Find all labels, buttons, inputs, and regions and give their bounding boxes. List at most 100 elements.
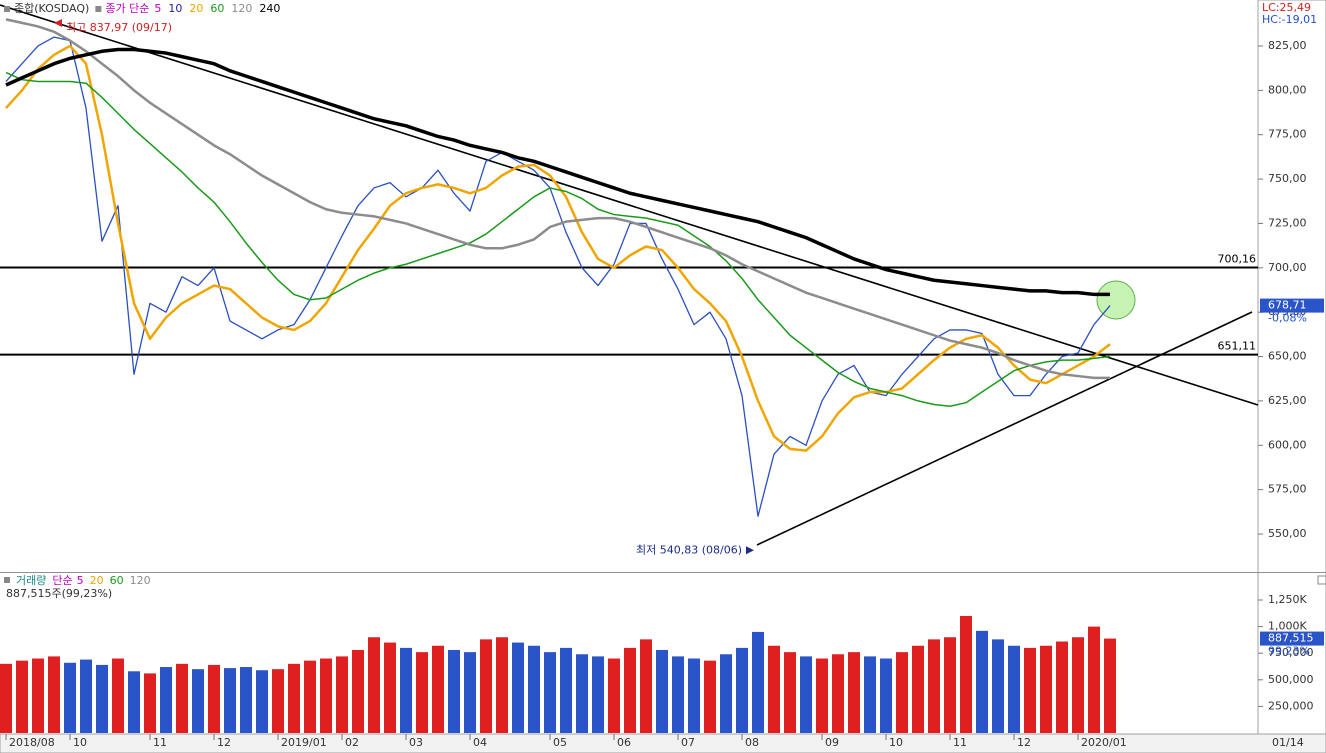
x-tick-label: 10 [889, 736, 903, 749]
volume-bar [112, 658, 124, 733]
volume-bar [144, 673, 156, 733]
volume-legend-sub: 단순 [52, 574, 72, 587]
volume-bar [720, 654, 732, 733]
current-price-box [1260, 298, 1324, 313]
volume-bar [672, 656, 684, 733]
volume-bar [1008, 645, 1020, 733]
volume-bar [160, 667, 172, 733]
volume-bar [256, 670, 268, 733]
volume-legend-item: 20 [90, 574, 104, 587]
price-line [5, 36, 1111, 517]
volume-bar [512, 642, 524, 733]
volume-bar [16, 660, 28, 733]
volume-bar [768, 645, 780, 733]
volume-bar [912, 645, 924, 733]
legend-icon [4, 577, 10, 583]
change-label: -0,08% [1268, 312, 1307, 325]
volume-current-box [1260, 631, 1324, 646]
volume-y-tick-label: 1,000K [1268, 620, 1307, 633]
x-tick-label: 05 [553, 736, 567, 749]
volume-y-tick-label: 1,250K [1268, 593, 1307, 606]
low-marker [746, 546, 754, 555]
volume-bar [784, 652, 796, 733]
volume-bar [864, 656, 876, 733]
volume-bar [208, 664, 220, 733]
volume-bar [0, 663, 12, 733]
y-tick-label: 725,00 [1268, 216, 1307, 229]
volume-bar [1056, 641, 1068, 733]
volume-y-tick-label: 750,000 [1268, 646, 1314, 659]
volume-bar [304, 660, 316, 733]
volume-bar [960, 615, 972, 733]
volume-bar [352, 650, 364, 733]
volume-bar [976, 630, 988, 733]
volume-bar [1072, 637, 1084, 733]
volume-bar [336, 656, 348, 733]
legend-name: 종합(KOSDAQ) [14, 2, 89, 15]
volume-bar [96, 664, 108, 733]
volume-bar [320, 658, 332, 733]
volume-bar [704, 660, 716, 733]
low-label: 최저 540,83 (08/06) [636, 543, 742, 556]
x-tick-label: 04 [473, 736, 487, 749]
legend-item: 240 [259, 2, 280, 15]
volume-legend-item: 5 [77, 574, 84, 587]
y-tick-label: 750,00 [1268, 172, 1307, 185]
legend-title: 종가 단순 [105, 2, 149, 15]
volume-bar [592, 656, 604, 733]
volume-bar [608, 658, 620, 733]
legend-item: 120 [231, 2, 252, 15]
volume-summary: 887,515주(99,23%) [6, 587, 112, 600]
x-tick-label: 08 [745, 736, 759, 749]
high-marker [54, 18, 62, 27]
high-label: 최고 837,97 (09/17) [66, 21, 172, 34]
volume-bar [640, 639, 652, 733]
volume-bar [80, 659, 92, 733]
volume-bar [48, 656, 60, 733]
volume-bar [896, 652, 908, 733]
status-date: 01/14 [1272, 736, 1304, 749]
volume-bar [1024, 647, 1036, 733]
level-label: 700,16 [1218, 253, 1257, 266]
x-tick-label: 11 [153, 736, 167, 749]
y-tick-label: 625,00 [1268, 394, 1307, 407]
volume-bar [816, 658, 828, 733]
volume-bar [544, 652, 556, 733]
volume-bar [432, 645, 444, 733]
x-tick-label: 12 [217, 736, 231, 749]
volume-bar [288, 663, 300, 733]
volume-bar [576, 654, 588, 733]
legend-item: 10 [168, 2, 182, 15]
legend-icon [4, 6, 10, 12]
volume-bar [992, 639, 1004, 733]
level-label: 651,11 [1218, 340, 1257, 353]
volume-y-tick-label: 500,000 [1268, 673, 1314, 686]
panel-close-button[interactable] [1317, 575, 1326, 585]
volume-bar [128, 671, 140, 733]
volume-bar [32, 658, 44, 733]
legend-item: 60 [210, 2, 224, 15]
volume-bar [416, 652, 428, 733]
x-tick-label: 2020/01 [1081, 736, 1127, 749]
volume-bar [880, 658, 892, 733]
y-tick-label: 800,00 [1268, 83, 1307, 96]
trend-line-down [0, 4, 1259, 406]
volume-bar [224, 668, 236, 733]
volume-bar [64, 662, 76, 733]
legend-item: 20 [189, 2, 203, 15]
y-tick-label: 550,00 [1268, 527, 1307, 540]
y-tick-label: 700,00 [1268, 261, 1307, 274]
current-price-label: 678,71 [1268, 299, 1307, 312]
x-tick-label: 10 [73, 736, 87, 749]
volume-bar [464, 652, 476, 733]
volume-bar [448, 650, 460, 733]
price-line [5, 71, 1111, 407]
volume-legend-title: 거래량 [16, 574, 46, 587]
x-tick-label: 2018/08 [9, 736, 55, 749]
volume-legend-item: 120 [130, 574, 151, 587]
volume-bar [1088, 626, 1100, 733]
x-tick-label: 09 [825, 736, 839, 749]
